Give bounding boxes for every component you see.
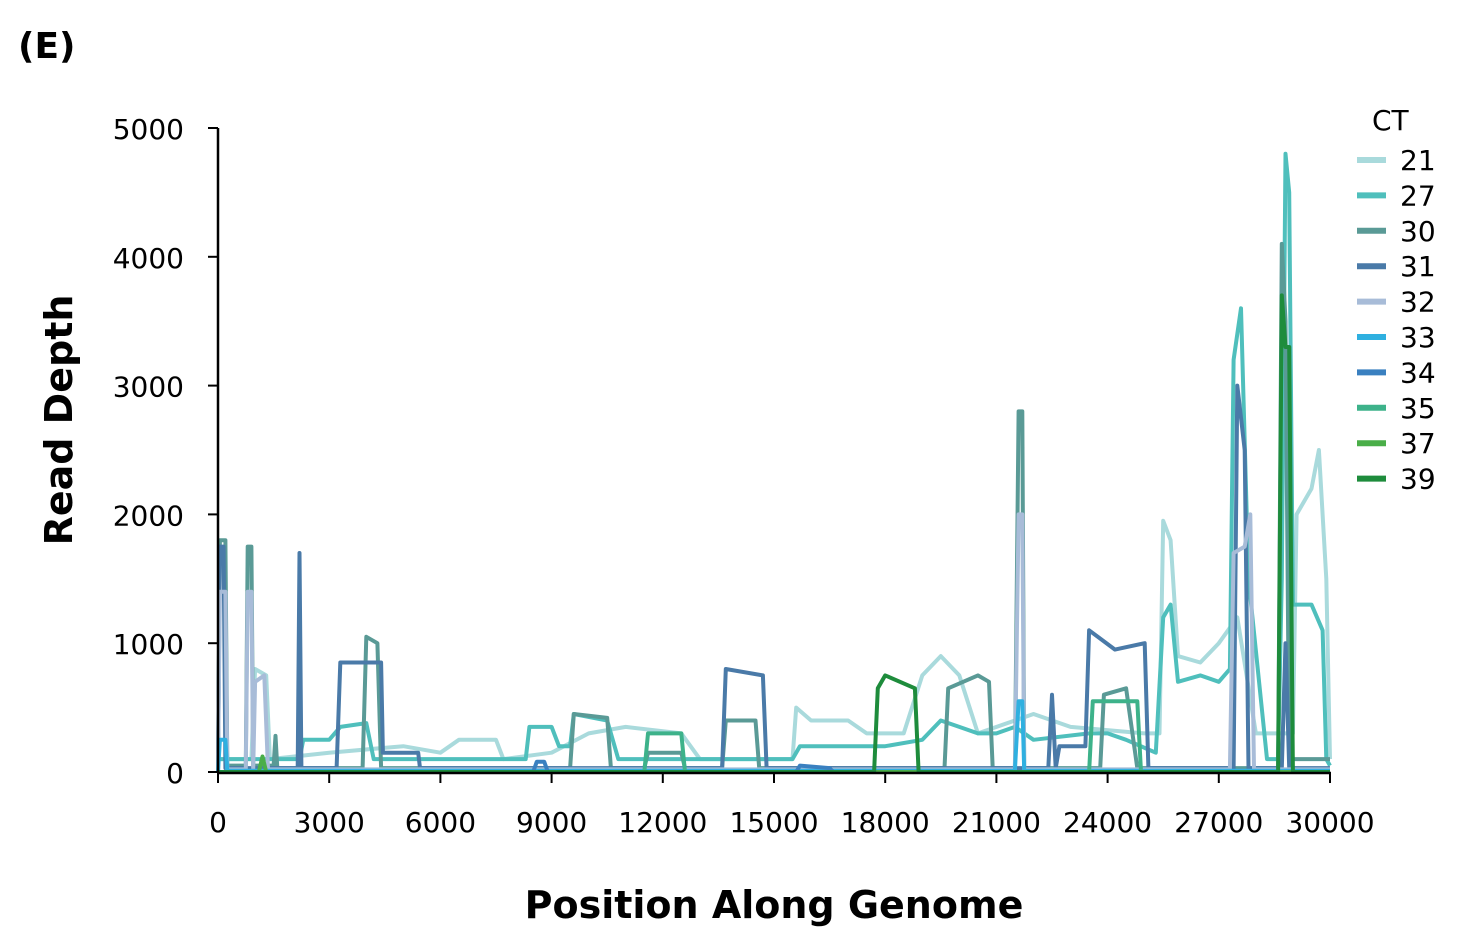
legend-title: CT (1372, 104, 1410, 137)
x-tick-label: 9000 (516, 806, 587, 839)
legend-label: 37 (1400, 427, 1436, 460)
legend-label: 39 (1400, 463, 1436, 496)
legend-label: 21 (1400, 144, 1436, 177)
legend-label: 31 (1400, 250, 1436, 283)
x-tick-label: 15000 (729, 806, 818, 839)
legend-label: 32 (1400, 286, 1436, 319)
y-tick-label: 2000 (113, 499, 184, 532)
legend-label: 35 (1400, 392, 1436, 425)
x-tick-label: 0 (209, 806, 227, 839)
x-axis-label: Position Along Genome (525, 883, 1024, 927)
y-tick-label: 0 (166, 757, 184, 790)
legend-label: 30 (1400, 215, 1436, 248)
series-line-ct-30 (216, 241, 1330, 773)
panel-label: (E) (18, 26, 76, 67)
x-tick-label: 21000 (952, 806, 1041, 839)
series-line-ct-27 (218, 151, 1332, 767)
x-tick-label: 3000 (294, 806, 365, 839)
x-tick-label: 27000 (1174, 806, 1263, 839)
x-tick-label: 18000 (841, 806, 930, 839)
axis-ticks: 0 3000 6000 9000 12000 15000 18000 21000 24000 27… (113, 113, 1375, 839)
x-tick-label: 24000 (1063, 806, 1152, 839)
series-line-ct-21 (218, 448, 1332, 762)
y-tick-label: 3000 (113, 371, 184, 404)
x-tick-label: 6000 (405, 806, 476, 839)
legend-label: 34 (1400, 356, 1436, 389)
x-tick-label: 12000 (618, 806, 707, 839)
x-tick-label: 30000 (1285, 806, 1374, 839)
legend-label: 33 (1400, 321, 1436, 354)
y-tick-label: 1000 (113, 628, 184, 661)
y-axis-label: Read Depth (37, 295, 81, 546)
y-tick-label: 4000 (113, 242, 184, 275)
series-lines (216, 151, 1332, 774)
legend-label: 27 (1400, 179, 1436, 212)
series-line-ct-35 (218, 699, 1330, 774)
series-line-ct-33 (216, 699, 1330, 773)
y-tick-label: 5000 (113, 113, 184, 146)
